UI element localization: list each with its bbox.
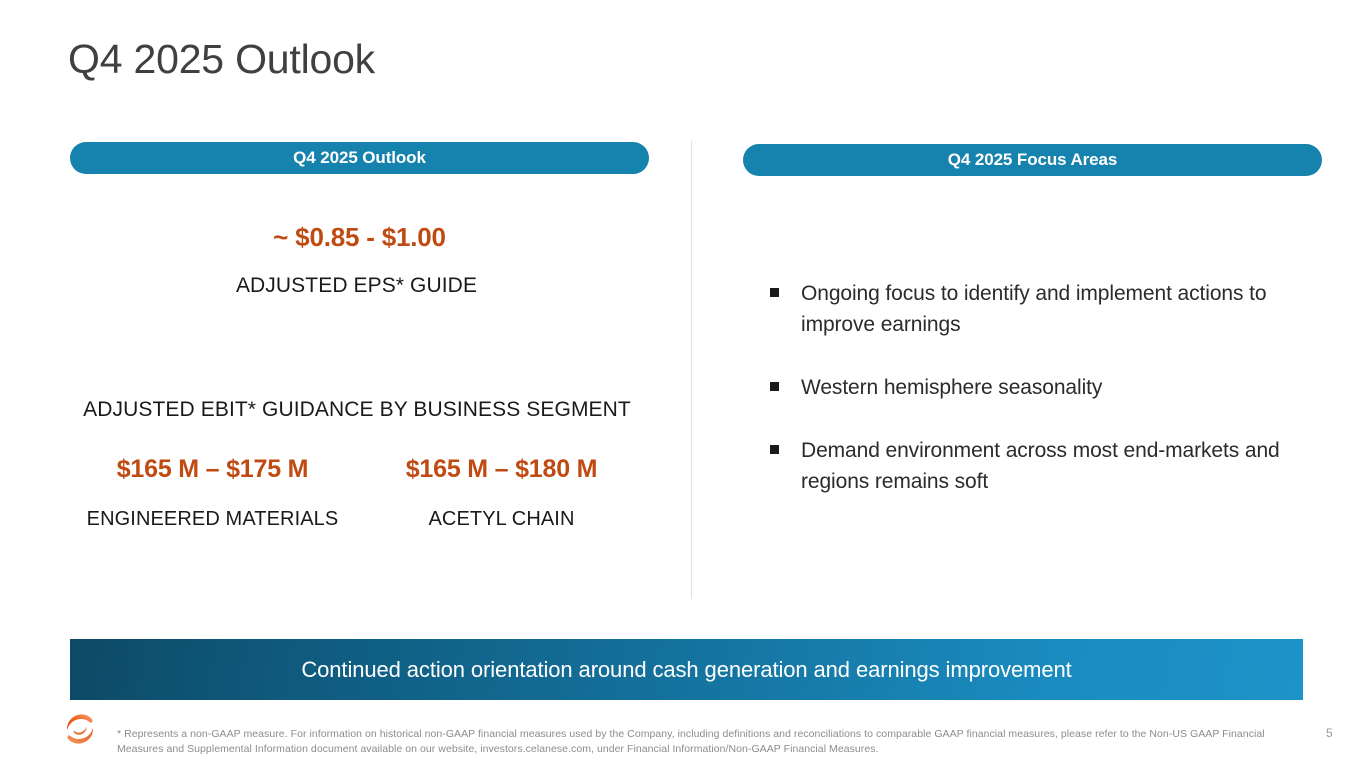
segment-value: $165 M – $180 M	[405, 455, 598, 483]
column-divider	[691, 140, 692, 599]
summary-banner-label: Continued action orientation around cash…	[301, 656, 1072, 682]
page-title: Q4 2025 Outlook	[68, 36, 375, 82]
page-number: 5	[1326, 726, 1333, 740]
segment-value: $165 M – $175 M	[116, 455, 309, 483]
list-item-label: Demand environment across most end-marke…	[801, 439, 1280, 493]
left-panel-header-label: Q4 2025 Outlook	[293, 148, 426, 167]
segment-label: ACETYL CHAIN	[428, 508, 575, 530]
square-bullet-icon	[770, 445, 779, 454]
adjusted-eps-value: ~ $0.85 - $1.00	[273, 222, 446, 252]
segment-label: ENGINEERED MATERIALS	[86, 508, 339, 530]
segment-acetyl-chain: $165 M – $180 M ACETYL CHAIN	[357, 455, 646, 531]
celanese-swirl-logo-icon	[62, 711, 98, 747]
list-item-label: Western hemisphere seasonality	[801, 376, 1103, 399]
right-panel-header-label: Q4 2025 Focus Areas	[947, 150, 1118, 169]
footnote: * Represents a non-GAAP measure. For inf…	[117, 728, 1265, 755]
adjusted-eps-label: ADJUSTED EPS* GUIDE	[235, 274, 478, 297]
list-item: Ongoing focus to identify and implement …	[770, 278, 1290, 340]
segment-guidance-group: $165 M – $175 M ENGINEERED MATERIALS $16…	[68, 455, 646, 531]
right-panel-header: Q4 2025 Focus Areas	[743, 144, 1322, 176]
list-item: Demand environment across most end-marke…	[770, 435, 1290, 497]
focus-areas-list: Ongoing focus to identify and implement …	[770, 278, 1290, 497]
square-bullet-icon	[770, 288, 779, 297]
adjusted-ebit-heading: ADJUSTED EBIT* GUIDANCE BY BUSINESS SEGM…	[83, 398, 631, 421]
summary-banner: Continued action orientation around cash…	[70, 639, 1303, 700]
square-bullet-icon	[770, 382, 779, 391]
left-panel-header: Q4 2025 Outlook	[70, 142, 649, 174]
list-item: Western hemisphere seasonality	[770, 372, 1290, 403]
list-item-label: Ongoing focus to identify and implement …	[801, 282, 1267, 336]
segment-engineered-materials: $165 M – $175 M ENGINEERED MATERIALS	[68, 455, 357, 531]
